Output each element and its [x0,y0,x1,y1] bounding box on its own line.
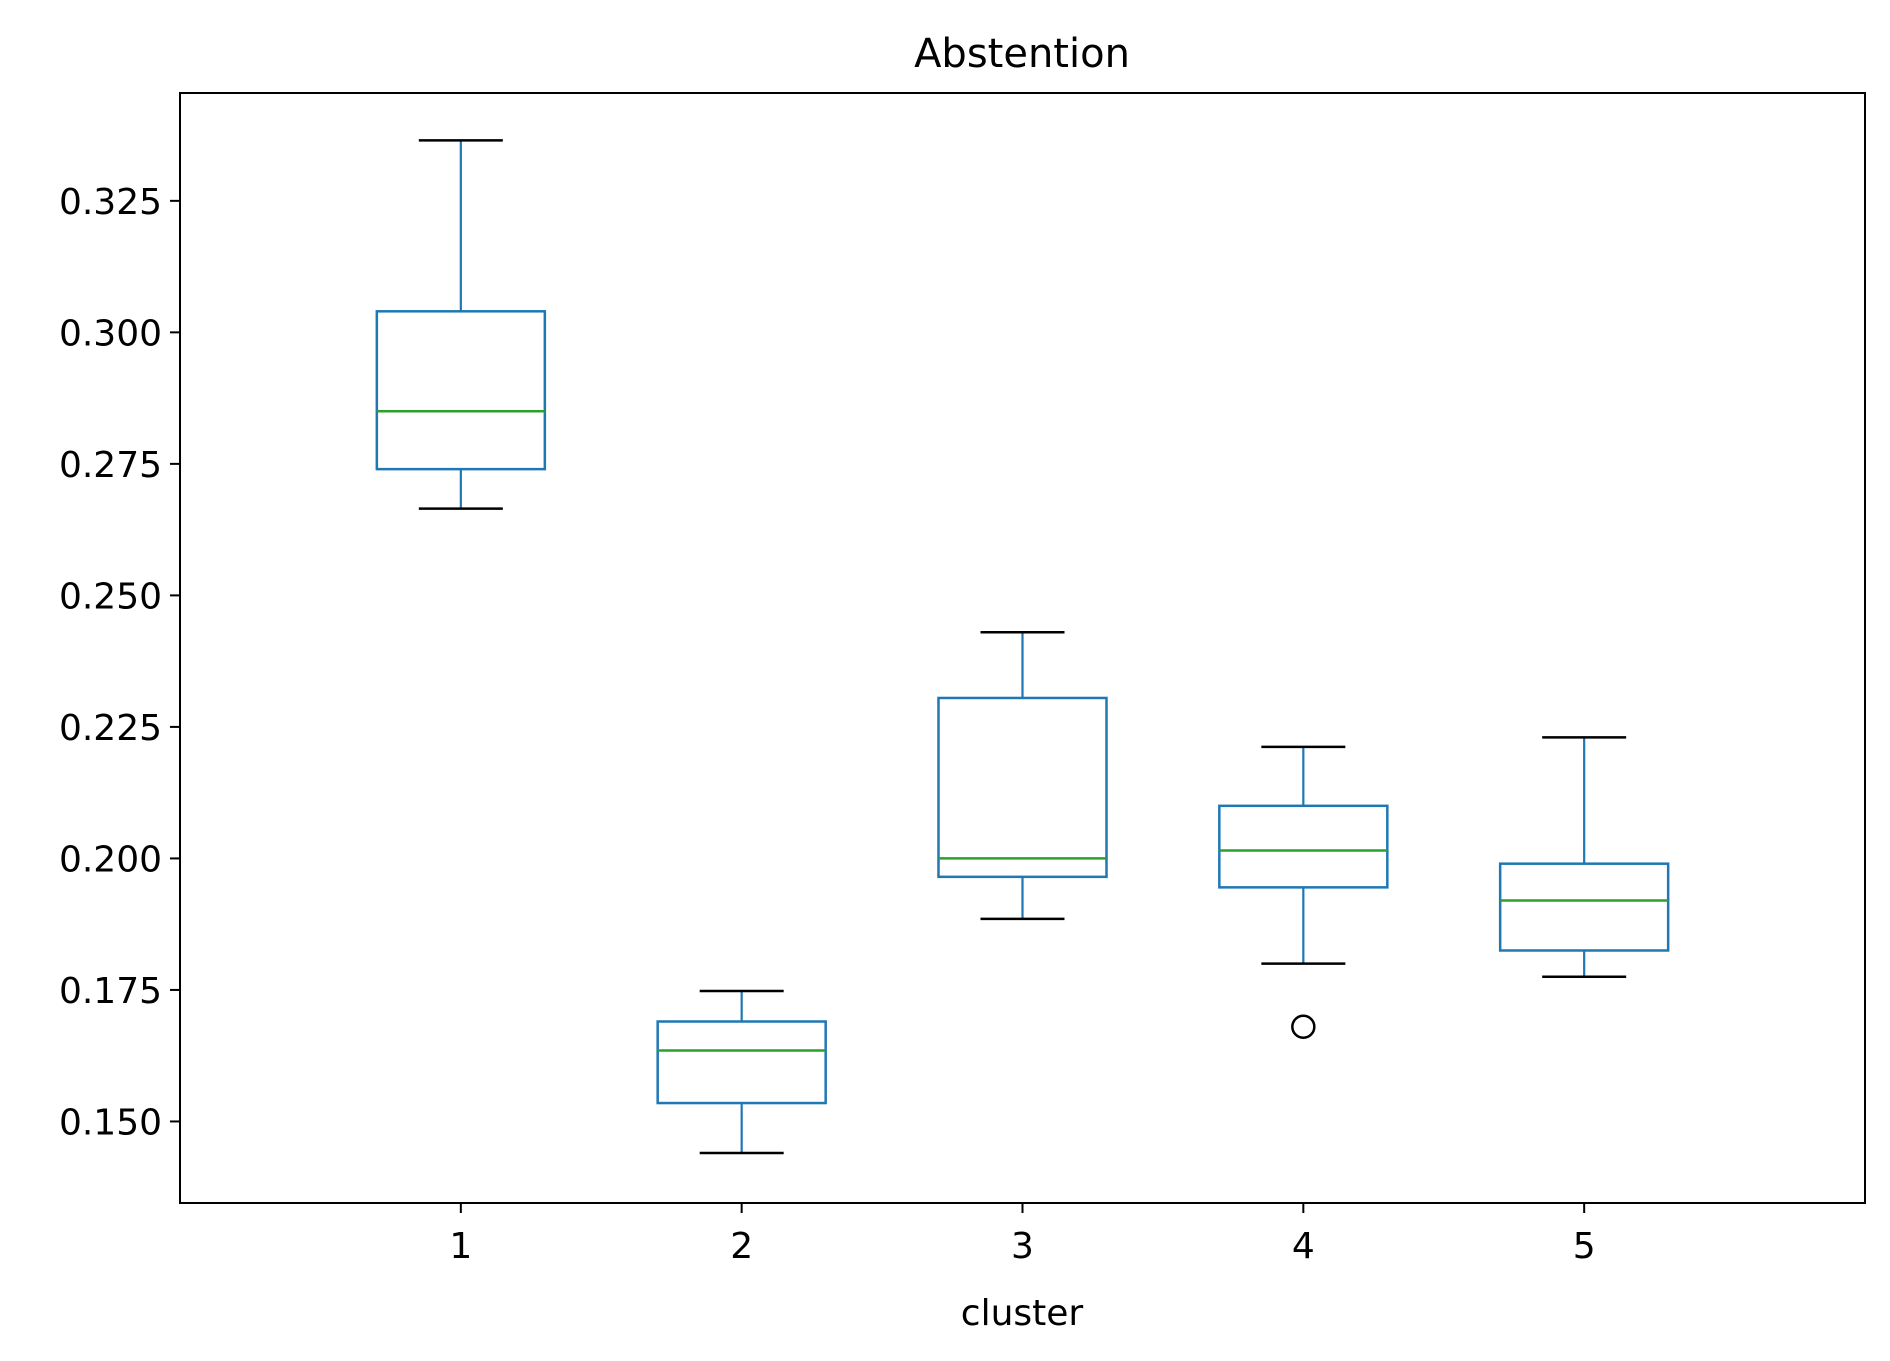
y-axis: 0.150 0.175 0.200 0.225 0.250 0.275 0.300 0.325 [59,182,180,1143]
box-group-cluster-4 [1218,745,1389,1040]
y-tick-label: 0.200 [59,839,162,880]
box [656,1020,827,1105]
box [937,696,1108,879]
box [375,310,547,471]
y-tick-label: 0.225 [59,708,162,749]
x-tick-label: 1 [449,1226,472,1267]
box [1498,862,1670,952]
box [1218,804,1389,889]
outlier-point [1291,1014,1316,1040]
x-tick-label: 4 [1292,1226,1315,1267]
x-tick-label: 5 [1573,1226,1596,1267]
chart-title: Abstention [914,31,1130,77]
y-tick-label: 0.300 [59,313,162,354]
y-tick-label: 0.275 [59,445,162,486]
box-group-cluster-2 [656,989,827,1155]
x-axis: 1 2 3 4 5 [449,1203,1596,1267]
x-tick-label: 3 [1011,1226,1034,1267]
box-group-cluster-3 [937,630,1108,921]
box-group-cluster-5 [1498,736,1670,979]
box-group-cluster-1 [375,139,547,510]
x-tick-label: 2 [730,1226,753,1267]
y-tick-label: 0.325 [59,182,162,223]
x-axis-label: cluster [961,1293,1084,1334]
y-tick-label: 0.175 [59,971,162,1012]
y-tick-label: 0.250 [59,576,162,617]
y-tick-label: 0.150 [59,1102,162,1143]
boxes-layer [375,139,1670,1155]
